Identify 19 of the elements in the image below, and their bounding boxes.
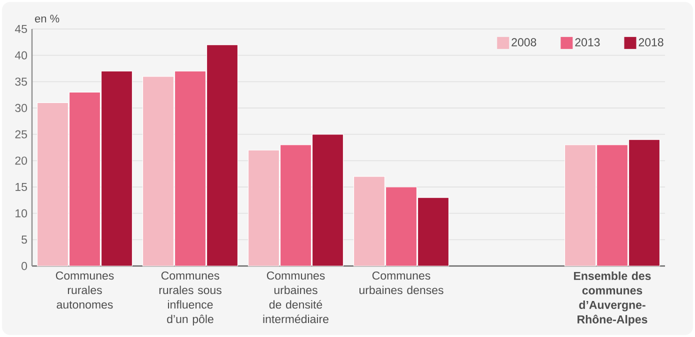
y-tick-label: 45 xyxy=(14,24,27,34)
legend-label: 2018 xyxy=(638,38,664,46)
y-tick-label: 20 xyxy=(15,156,28,165)
legend-label: 2008 xyxy=(512,38,536,46)
y-tick-label: 10 xyxy=(16,209,28,218)
y-tick-label: 5 xyxy=(22,236,27,244)
x-tick-label: Communes rurales autonomes xyxy=(56,272,114,309)
y-tick-label: 30 xyxy=(15,104,28,112)
x-tick-label: Communes urbaines de densité intermédiaire xyxy=(263,272,328,324)
y-tick-label: 15 xyxy=(16,182,27,192)
x-tick-label: Ensemble des communes d’Auvergne-Rhône-Alpes xyxy=(574,272,651,326)
y-tick-label: 25 xyxy=(15,130,27,138)
x-tick-label: Communes urbaines denses xyxy=(359,272,444,294)
y-tick-label: 40 xyxy=(14,51,28,60)
y-tick-label: 35 xyxy=(15,78,27,86)
y-tick-label: 0 xyxy=(22,262,28,270)
legend-label: 2013 xyxy=(575,38,600,46)
x-tick-label: Communes rurales sous influence d’un pôle xyxy=(159,272,222,326)
y-axis-title: en % xyxy=(34,14,60,22)
